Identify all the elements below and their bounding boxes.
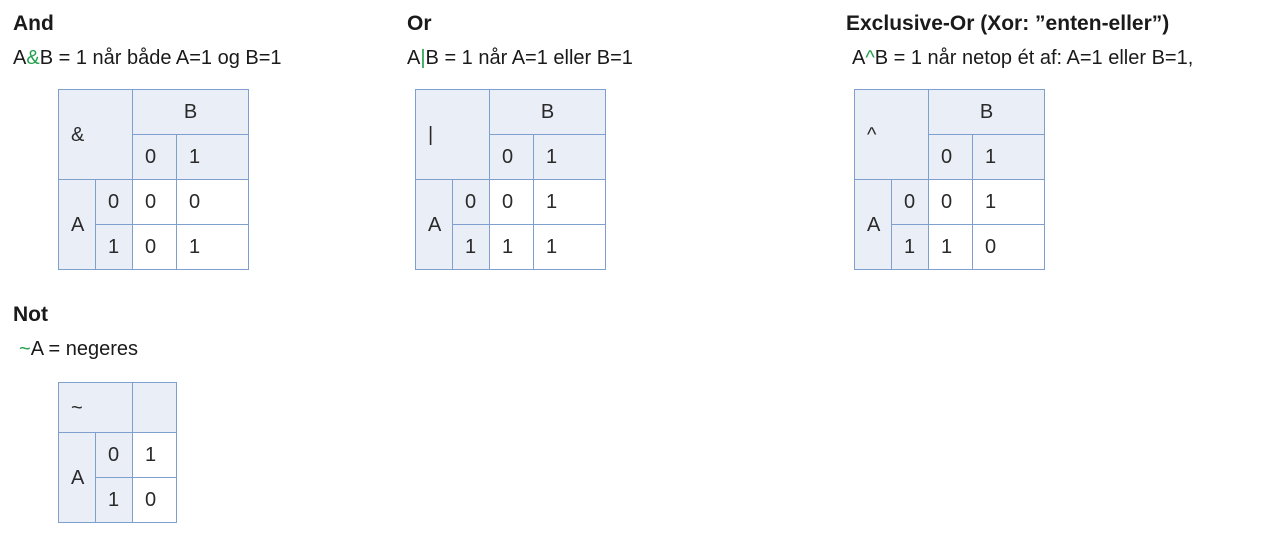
not-formula: ~A = negeres bbox=[13, 337, 138, 361]
result-cell: 0 bbox=[176, 179, 249, 225]
column-value-header: 1 bbox=[533, 134, 607, 180]
row-variable-header: A bbox=[415, 179, 453, 270]
result-cell: 1 bbox=[972, 179, 1046, 225]
or-truth-table: | B 0 1 A 0 0 1 1 1 1 bbox=[414, 89, 607, 270]
column-value-header: 1 bbox=[176, 134, 249, 180]
formula-a: A bbox=[407, 47, 421, 69]
xor-section: Exclusive-Or (Xor: ”enten-eller”) A^B = … bbox=[846, 12, 1193, 70]
and-section: And A&B = 1 når både A=1 og B=1 bbox=[13, 12, 282, 70]
result-cell: 0 bbox=[132, 224, 177, 270]
row-value-header: 1 bbox=[95, 477, 133, 523]
row-value-header: 0 bbox=[95, 432, 133, 478]
row-value-header: 0 bbox=[95, 179, 133, 225]
not-title: Not bbox=[13, 303, 48, 326]
not-truth-table: ~ A 0 1 1 0 bbox=[58, 382, 177, 523]
and-truth-table: & B 0 1 A 0 0 0 1 0 1 bbox=[58, 89, 249, 270]
row-value-header: 1 bbox=[890, 224, 930, 270]
operator-cell: | bbox=[414, 89, 491, 180]
row-value-header: 0 bbox=[451, 179, 491, 225]
column-variable-header: B bbox=[928, 89, 1046, 135]
column-value-header: 0 bbox=[132, 134, 177, 180]
operator-cell: & bbox=[58, 89, 133, 180]
row-variable-header: A bbox=[58, 179, 96, 270]
result-cell: 0 bbox=[132, 477, 177, 523]
formula-rest: B = 1 når A=1 eller B=1 bbox=[425, 47, 633, 69]
row-variable-header: A bbox=[58, 432, 96, 523]
result-cell: 0 bbox=[489, 179, 535, 225]
result-cell: 0 bbox=[132, 179, 177, 225]
result-cell: 1 bbox=[533, 179, 607, 225]
column-value-header: 0 bbox=[489, 134, 535, 180]
and-title: And bbox=[13, 12, 54, 35]
operator-cell: ^ bbox=[853, 89, 930, 180]
result-cell: 1 bbox=[928, 224, 974, 270]
result-cell: 1 bbox=[176, 224, 249, 270]
result-cell: 1 bbox=[533, 224, 607, 270]
formula-rest: B = 1 når både A=1 og B=1 bbox=[39, 47, 282, 69]
xor-formula: A^B = 1 når netop ét af: A=1 eller B=1, bbox=[846, 46, 1193, 70]
result-cell: 0 bbox=[928, 179, 974, 225]
row-value-header: 1 bbox=[451, 224, 491, 270]
and-operator: & bbox=[26, 47, 40, 69]
or-formula: A|B = 1 når A=1 eller B=1 bbox=[407, 46, 633, 70]
result-cell: 1 bbox=[132, 432, 177, 478]
xor-truth-table: ^ B 0 1 A 0 0 1 1 1 0 bbox=[853, 89, 1046, 270]
column-value-header: 0 bbox=[928, 134, 974, 180]
row-variable-header: A bbox=[854, 179, 892, 270]
row-value-header: 0 bbox=[890, 179, 930, 225]
formula-rest: B = 1 når netop ét af: A=1 eller B=1, bbox=[874, 47, 1194, 69]
column-variable-header: B bbox=[489, 89, 607, 135]
xor-title: Exclusive-Or (Xor: ”enten-eller”) bbox=[846, 12, 1170, 35]
column-variable-header: B bbox=[132, 89, 249, 135]
xor-operator: ^ bbox=[865, 47, 875, 69]
or-section: Or A|B = 1 når A=1 eller B=1 bbox=[407, 12, 633, 70]
result-cell: 1 bbox=[489, 224, 535, 270]
not-section: Not ~A = negeres bbox=[13, 303, 138, 361]
result-cell: 0 bbox=[972, 224, 1046, 270]
formula-a: A bbox=[13, 47, 27, 69]
operator-cell: ~ bbox=[58, 382, 133, 433]
formula-a: A bbox=[852, 47, 866, 69]
and-formula: A&B = 1 når både A=1 og B=1 bbox=[13, 46, 282, 70]
or-operator: | bbox=[420, 47, 426, 69]
or-title: Or bbox=[407, 12, 432, 35]
row-value-header: 1 bbox=[95, 224, 133, 270]
column-value-header: 1 bbox=[972, 134, 1046, 180]
blank-header-cell bbox=[132, 382, 177, 433]
formula-rest: A = negeres bbox=[30, 338, 138, 360]
not-operator: ~ bbox=[19, 338, 31, 360]
